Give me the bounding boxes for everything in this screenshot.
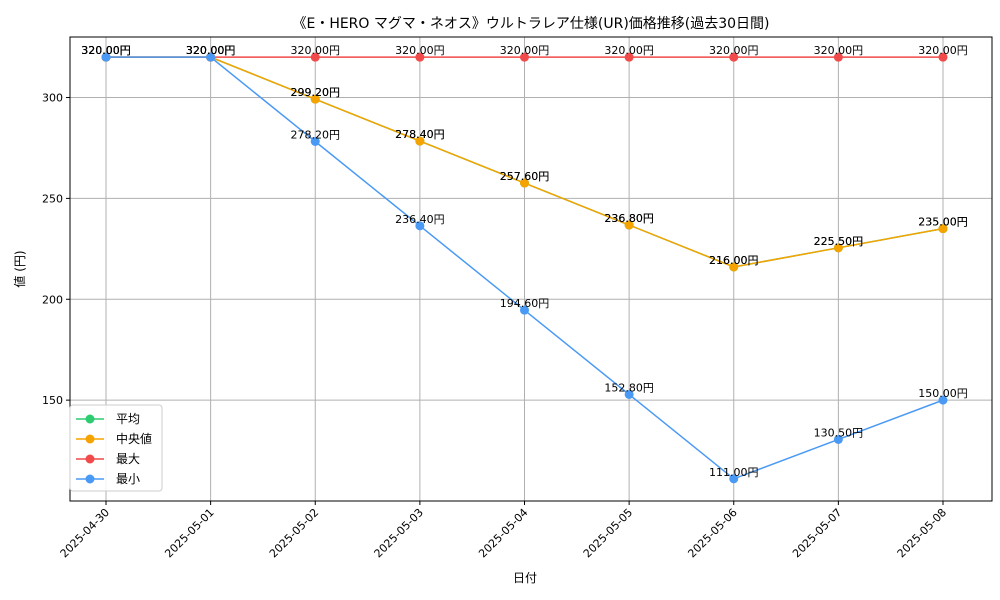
series-lines <box>101 52 948 484</box>
data-point <box>206 52 216 62</box>
data-label: 320.00円 <box>186 44 236 57</box>
data-label: 299.20円 <box>291 86 341 99</box>
data-label: 278.40円 <box>395 128 445 141</box>
data-label: 320.00円 <box>81 44 131 57</box>
plot-frame <box>69 36 993 502</box>
data-label: 320.00円 <box>186 44 236 57</box>
legend-label: 中央値 <box>116 431 152 446</box>
data-label: 320.00円 <box>81 44 131 57</box>
x-tick-label: 2025-05-03 <box>372 506 426 560</box>
legend-item: 最小 <box>76 472 140 486</box>
data-label: 194.60円 <box>500 297 550 310</box>
data-label: 257.60円 <box>500 170 550 183</box>
data-point <box>310 137 320 147</box>
grid <box>70 37 992 501</box>
y-tick-labels: 150 200 250 300 <box>42 92 70 407</box>
legend-marker <box>85 414 95 424</box>
legend-label: 最小 <box>116 472 140 486</box>
data-label: 320.00円 <box>604 44 654 57</box>
data-label: 320.00円 <box>918 44 968 57</box>
series-4 <box>101 52 948 484</box>
data-label: 320.00円 <box>500 44 550 57</box>
legend-item: 中央値 <box>76 431 152 446</box>
data-label: 235.00円 <box>918 216 968 229</box>
data-point <box>833 243 843 253</box>
data-label: 320.00円 <box>186 44 236 57</box>
x-tick-label: 2025-05-07 <box>790 506 844 560</box>
data-label: 130.50円 <box>814 426 864 439</box>
data-point <box>101 52 111 62</box>
legend-box <box>69 404 163 492</box>
data-label: 320.00円 <box>186 44 236 57</box>
data-label: 320.00円 <box>291 44 341 57</box>
data-point <box>624 389 634 399</box>
y-tick-label: 300 <box>42 92 63 105</box>
data-label: 235.00円 <box>918 216 968 229</box>
data-point <box>729 474 739 484</box>
legend-item: 最大 <box>76 452 140 466</box>
x-tick-label: 2025-04-30 <box>58 506 112 560</box>
legend-label: 平均 <box>116 412 140 426</box>
x-axis-label: 日付 <box>513 571 537 585</box>
y-tick-label: 250 <box>42 192 63 205</box>
data-point <box>624 52 634 62</box>
x-tick-label: 2025-05-04 <box>476 506 530 560</box>
data-point <box>833 434 843 444</box>
data-label: 299.20円 <box>291 86 341 99</box>
data-label: 257.60円 <box>500 170 550 183</box>
data-point <box>729 262 739 272</box>
data-point <box>938 395 948 405</box>
data-label: 278.20円 <box>291 129 341 142</box>
chart-title: 《E・HERO マグマ・ネオス》ウルトラレア仕様(UR)価格推移(過去30日間) <box>292 16 769 32</box>
data-point <box>729 52 739 62</box>
x-tick-label: 2025-05-06 <box>685 506 739 560</box>
data-label: 216.00円 <box>709 254 759 267</box>
x-tick-label: 2025-05-02 <box>267 506 321 560</box>
data-label: 320.00円 <box>709 44 759 57</box>
legend-item: 平均 <box>76 412 140 426</box>
data-point <box>624 220 634 230</box>
data-point <box>415 136 425 146</box>
legend-marker <box>85 454 95 464</box>
data-point <box>520 178 529 188</box>
data-point <box>833 52 843 62</box>
data-label: 320.00円 <box>395 44 445 57</box>
data-label: 152.80円 <box>604 381 654 394</box>
data-point <box>415 221 425 231</box>
legend-marker <box>85 434 95 444</box>
data-label: 320.00円 <box>81 44 131 57</box>
x-tick-label: 2025-05-05 <box>581 506 635 560</box>
data-label: 150.00円 <box>918 387 968 400</box>
data-label: 225.50円 <box>814 235 864 248</box>
x-tick-label: 2025-05-08 <box>895 506 949 560</box>
data-label: 236.80円 <box>604 212 654 225</box>
y-tick-label: 200 <box>42 293 63 306</box>
data-label: 320.00円 <box>814 44 864 57</box>
data-label: 278.40円 <box>395 128 445 141</box>
data-point <box>415 52 425 62</box>
data-point <box>938 52 948 62</box>
data-label: 225.50円 <box>814 235 864 248</box>
data-point <box>310 94 320 104</box>
data-label: 236.80円 <box>604 212 654 225</box>
y-axis-label: 値 (円) <box>12 250 27 287</box>
data-label: 320.00円 <box>81 44 131 57</box>
x-tick-label: 2025-05-01 <box>162 506 216 560</box>
data-point <box>310 52 320 62</box>
data-point <box>520 305 529 315</box>
legend-marker <box>85 474 95 484</box>
axes <box>69 36 993 502</box>
data-label: 236.40円 <box>395 213 445 226</box>
data-point <box>938 224 948 234</box>
data-labels: 320.00円 320.00円 299.20円 278.40円 257.60円 236.8… <box>81 44 968 479</box>
y-tick-label: 150 <box>42 394 63 407</box>
legend-label: 最大 <box>116 452 140 466</box>
data-label: 216.00円 <box>709 254 759 267</box>
data-point <box>520 52 529 62</box>
data-label: 111.00円 <box>709 466 759 479</box>
x-tick-labels: 2025-04-30 2025-05-01 2025-05-02 2025-05-03… <box>58 501 949 560</box>
